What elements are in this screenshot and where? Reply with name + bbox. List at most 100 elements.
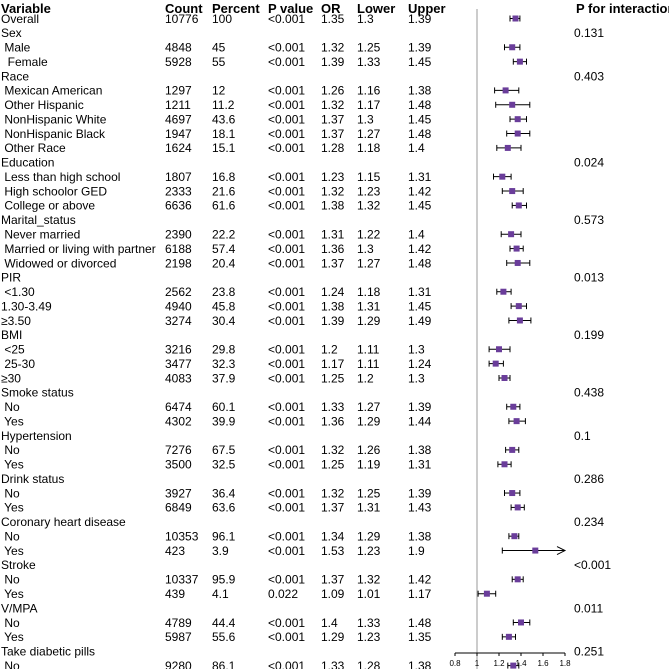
header-p-interaction: P for interaction bbox=[576, 1, 669, 16]
count-value: 4697 bbox=[165, 112, 192, 126]
count-value: 10776 bbox=[165, 12, 199, 26]
count-value: 2198 bbox=[165, 256, 192, 270]
lower-value: 1.27 bbox=[357, 256, 381, 270]
lower-value: 1.17 bbox=[357, 98, 381, 112]
or-value: 1.53 bbox=[321, 544, 345, 558]
p-value: <0.001 bbox=[268, 458, 305, 472]
p-value: <0.001 bbox=[268, 41, 305, 55]
table-row: Yes 439 4.1 0.022 1.09 1.01 1.17 bbox=[1, 587, 432, 601]
p-value: <0.001 bbox=[268, 314, 305, 328]
upper-value: 1.39 bbox=[408, 486, 432, 500]
ci-arrow bbox=[556, 546, 567, 556]
upper-value: 1.31 bbox=[408, 285, 432, 299]
table-row: ≥30 4083 37.9 <0.001 1.25 1.2 1.3 bbox=[1, 371, 425, 385]
lower-value: 1.23 bbox=[357, 184, 381, 198]
row-label: No bbox=[1, 486, 20, 500]
p-interaction-value: 0.573 bbox=[574, 213, 604, 227]
or-point-marker bbox=[513, 245, 520, 252]
upper-value: 1.39 bbox=[408, 400, 432, 414]
percent-value: 4.1 bbox=[212, 587, 229, 601]
percent-value: 39.9 bbox=[212, 414, 236, 428]
upper-value: 1.38 bbox=[408, 443, 432, 457]
or-point-marker bbox=[514, 504, 521, 511]
percent-value: 37.9 bbox=[212, 371, 236, 385]
group-header-row: Education 0.024 bbox=[1, 156, 604, 170]
table-row: Widowed or divorced 2198 20.4 <0.001 1.37 1.2… bbox=[1, 256, 432, 270]
table-row: College or above 6636 61.6 <0.001 1.38 1.32 1.… bbox=[1, 199, 432, 213]
lower-value: 1.2 bbox=[357, 371, 374, 385]
percent-value: 63.6 bbox=[212, 501, 236, 515]
count-value: 2390 bbox=[165, 228, 192, 242]
upper-value: 1.3 bbox=[408, 371, 425, 385]
group-label: Smoke status bbox=[1, 386, 74, 400]
header-count: Count bbox=[165, 1, 203, 16]
p-interaction-value: 0.438 bbox=[574, 386, 604, 400]
upper-value: 1.4 bbox=[408, 141, 425, 155]
upper-value: 1.48 bbox=[408, 98, 432, 112]
row-label: Married or living with partner bbox=[1, 242, 156, 256]
group-header-row: Sex 0.131 bbox=[1, 26, 604, 40]
row-label: NonHispanic White bbox=[1, 112, 107, 126]
group-header-row: BMI 0.199 bbox=[1, 328, 604, 342]
percent-value: 15.1 bbox=[212, 141, 236, 155]
or-value: 1.26 bbox=[321, 84, 345, 98]
group-label: Drink status bbox=[1, 472, 64, 486]
lower-value: 1.11 bbox=[357, 343, 380, 357]
p-value: <0.001 bbox=[268, 170, 305, 184]
upper-value: 1.38 bbox=[408, 84, 432, 98]
or-value: 1.37 bbox=[321, 256, 345, 270]
lower-value: 1.25 bbox=[357, 486, 381, 500]
group-header-row: V/MPA 0.011 bbox=[1, 601, 603, 615]
row-label: No bbox=[1, 573, 20, 587]
row-label: <25 bbox=[1, 343, 25, 357]
lower-value: 1.15 bbox=[357, 170, 381, 184]
group-header-row: Race 0.403 bbox=[1, 69, 604, 83]
p-value: <0.001 bbox=[268, 616, 305, 630]
x-tick-label: 1.8 bbox=[559, 659, 571, 668]
count-value: 3216 bbox=[165, 343, 192, 357]
or-value: 1.34 bbox=[321, 529, 345, 543]
lower-value: 1.3 bbox=[357, 242, 374, 256]
count-value: 4083 bbox=[165, 371, 192, 385]
or-value: 1.37 bbox=[321, 112, 345, 126]
p-interaction-value: 0.131 bbox=[574, 26, 604, 40]
percent-value: 3.9 bbox=[212, 544, 229, 558]
count-value: 9280 bbox=[165, 659, 192, 669]
upper-value: 1.42 bbox=[408, 184, 432, 198]
lower-value: 1.18 bbox=[357, 285, 381, 299]
count-value: 10337 bbox=[165, 573, 199, 587]
or-value: 1.4 bbox=[321, 616, 338, 630]
table-row: Yes 423 3.9 <0.001 1.53 1.23 1.9 bbox=[1, 544, 425, 558]
p-value: <0.001 bbox=[268, 573, 305, 587]
or-point-marker bbox=[532, 547, 539, 554]
p-value: <0.001 bbox=[268, 55, 305, 69]
count-value: 6849 bbox=[165, 501, 192, 515]
percent-value: 43.6 bbox=[212, 112, 236, 126]
row-label: Overall bbox=[1, 12, 39, 26]
upper-value: 1.35 bbox=[408, 630, 432, 644]
percent-value: 20.4 bbox=[212, 256, 236, 270]
count-value: 1807 bbox=[165, 170, 192, 184]
or-value: 1.28 bbox=[321, 141, 345, 155]
or-value: 1.2 bbox=[321, 343, 338, 357]
header-lower: Lower bbox=[357, 1, 395, 16]
row-label: No bbox=[1, 443, 20, 457]
or-value: 1.37 bbox=[321, 573, 345, 587]
or-point-marker bbox=[515, 303, 522, 310]
lower-value: 1.33 bbox=[357, 616, 381, 630]
p-value: <0.001 bbox=[268, 414, 305, 428]
table-row: No 6474 60.1 <0.001 1.33 1.27 1.39 bbox=[1, 400, 432, 414]
percent-value: 22.2 bbox=[212, 228, 236, 242]
or-value: 1.24 bbox=[321, 285, 345, 299]
p-value: <0.001 bbox=[268, 659, 305, 669]
count-value: 1947 bbox=[165, 127, 192, 141]
p-value: <0.001 bbox=[268, 127, 305, 141]
count-value: 4848 bbox=[165, 41, 192, 55]
percent-value: 12 bbox=[212, 84, 226, 98]
group-label: Sex bbox=[1, 26, 22, 40]
or-value: 1.25 bbox=[321, 371, 345, 385]
or-point-marker bbox=[509, 188, 516, 195]
row-label: Other Race bbox=[1, 141, 66, 155]
table-row: NonHispanic Black 1947 18.1 <0.001 1.37 1.27 1… bbox=[1, 127, 432, 141]
p-interaction-value: 0.024 bbox=[574, 156, 604, 170]
